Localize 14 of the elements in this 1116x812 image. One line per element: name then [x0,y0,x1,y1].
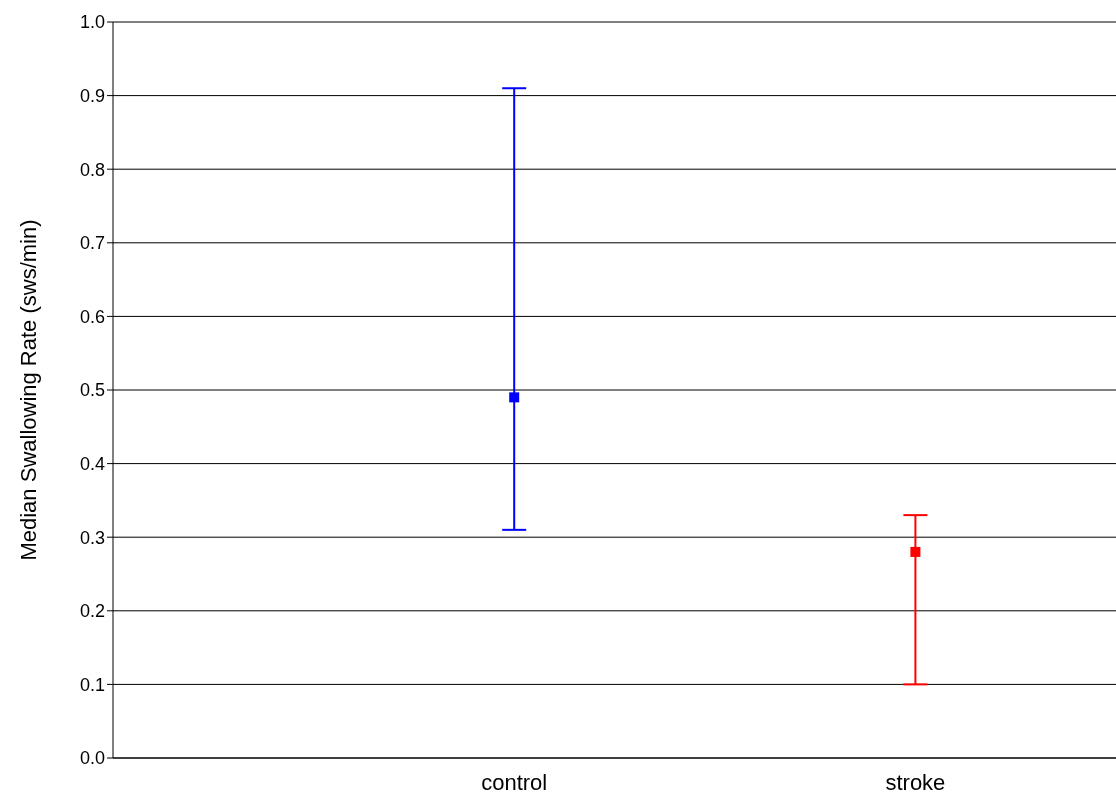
y-tick-label: 0.2 [79,601,105,622]
x-tick-label: stroke [885,769,946,795]
y-tick-label: 0.7 [79,233,105,254]
y-tick-label: 0.6 [79,306,105,327]
y-tick-label: 0.1 [79,674,105,695]
y-tick-label: 0.8 [79,159,105,180]
y-tick-label: 0.3 [79,527,105,548]
y-tick-label: 0.9 [79,85,105,106]
y-tick-label: 0.0 [79,748,105,769]
x-tick-label: control [481,769,548,795]
y-tick-label: 0.5 [79,380,105,401]
y-tick-label: 0.4 [79,453,105,474]
y-axis-title: Median Swallowing Rate (sws/min) [15,219,41,561]
y-tick-label: 1.0 [79,12,105,33]
